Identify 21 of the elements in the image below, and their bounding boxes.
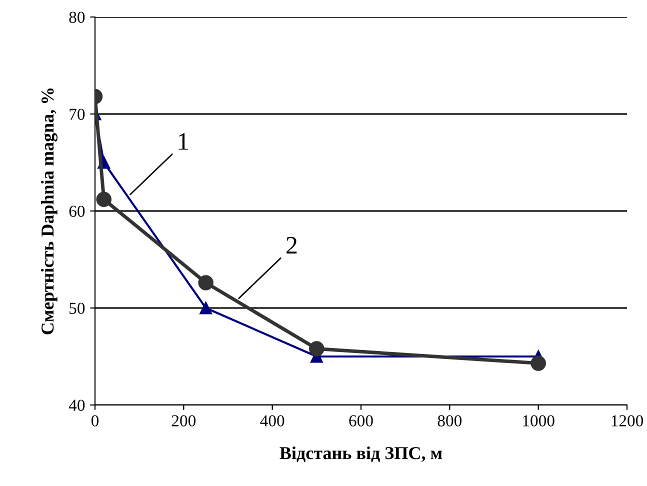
annotation: 2 <box>286 236 297 254</box>
annotation: 1 <box>179 133 188 150</box>
point <box>200 302 212 314</box>
y-tick-label: 60 <box>69 206 85 217</box>
x-tick-label: 200 <box>172 415 196 426</box>
y-tick-label: 40 <box>68 400 85 411</box>
y-tick-label: 50 <box>70 302 85 314</box>
x-axis-title: Відстань від ЗПС, м <box>280 446 442 462</box>
point <box>309 341 324 356</box>
point <box>530 356 546 371</box>
y-tick-label: 80 <box>69 12 85 23</box>
y-axis-title: Смертність Daphnia magna, % <box>40 88 58 334</box>
x-tick-label: 800 <box>438 415 462 426</box>
point <box>198 275 214 290</box>
y-tick-label: 70 <box>70 108 85 120</box>
x-tick-label: 1000 <box>523 415 554 426</box>
x-tick-label: 1200 <box>612 415 644 426</box>
x-tick-label: 0 <box>91 415 99 426</box>
point <box>96 192 112 207</box>
x-tick-label: 400 <box>260 415 284 426</box>
x-tick-label: 600 <box>349 415 373 426</box>
